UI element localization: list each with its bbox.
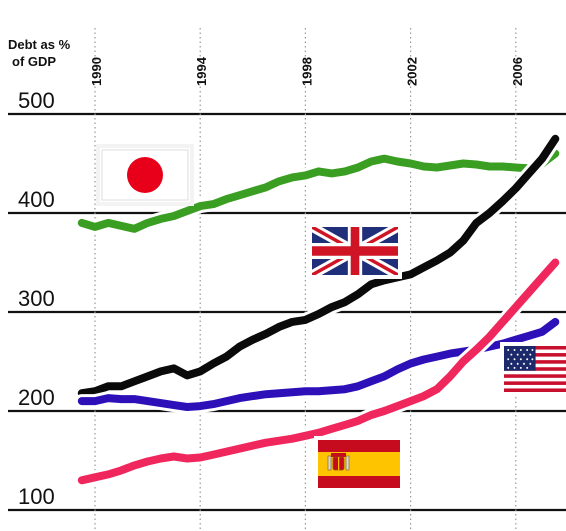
x-tick-label: 2002 <box>405 57 420 86</box>
y-axis-title-line-2: of GDP <box>12 54 56 69</box>
series-layer <box>74 131 563 488</box>
spain-flag <box>314 436 404 492</box>
y-tick-label: 300 <box>18 286 55 311</box>
japan-line <box>77 149 560 233</box>
uk-flag <box>308 223 402 279</box>
usa-flag <box>500 342 566 396</box>
y-axis-title: Debt as % of GDP <box>8 37 71 69</box>
y-tick-label: 200 <box>18 385 55 410</box>
y-tick-label: 500 <box>18 88 55 113</box>
spain-coat-of-arms <box>327 453 350 471</box>
x-tick-label: 1990 <box>89 57 104 86</box>
y-axis-ticks: 100 200 300 400 500 <box>18 88 55 509</box>
x-tick-label: 2006 <box>510 57 525 86</box>
y-tick-label: 400 <box>18 187 55 212</box>
japan-flag <box>96 144 194 206</box>
uk-series <box>74 131 563 401</box>
x-tick-label: 1998 <box>299 57 314 86</box>
uk-line <box>77 134 560 398</box>
x-tick-label: 1994 <box>194 56 209 86</box>
gridlines <box>8 28 566 531</box>
japan-series <box>74 146 563 236</box>
x-axis-ticks: 1990 1994 1998 2002 2006 <box>89 56 525 86</box>
spain-series <box>74 255 563 488</box>
y-axis-title-line-1: Debt as % <box>8 37 71 52</box>
spain-line <box>77 258 560 485</box>
y-tick-label: 100 <box>18 484 55 509</box>
